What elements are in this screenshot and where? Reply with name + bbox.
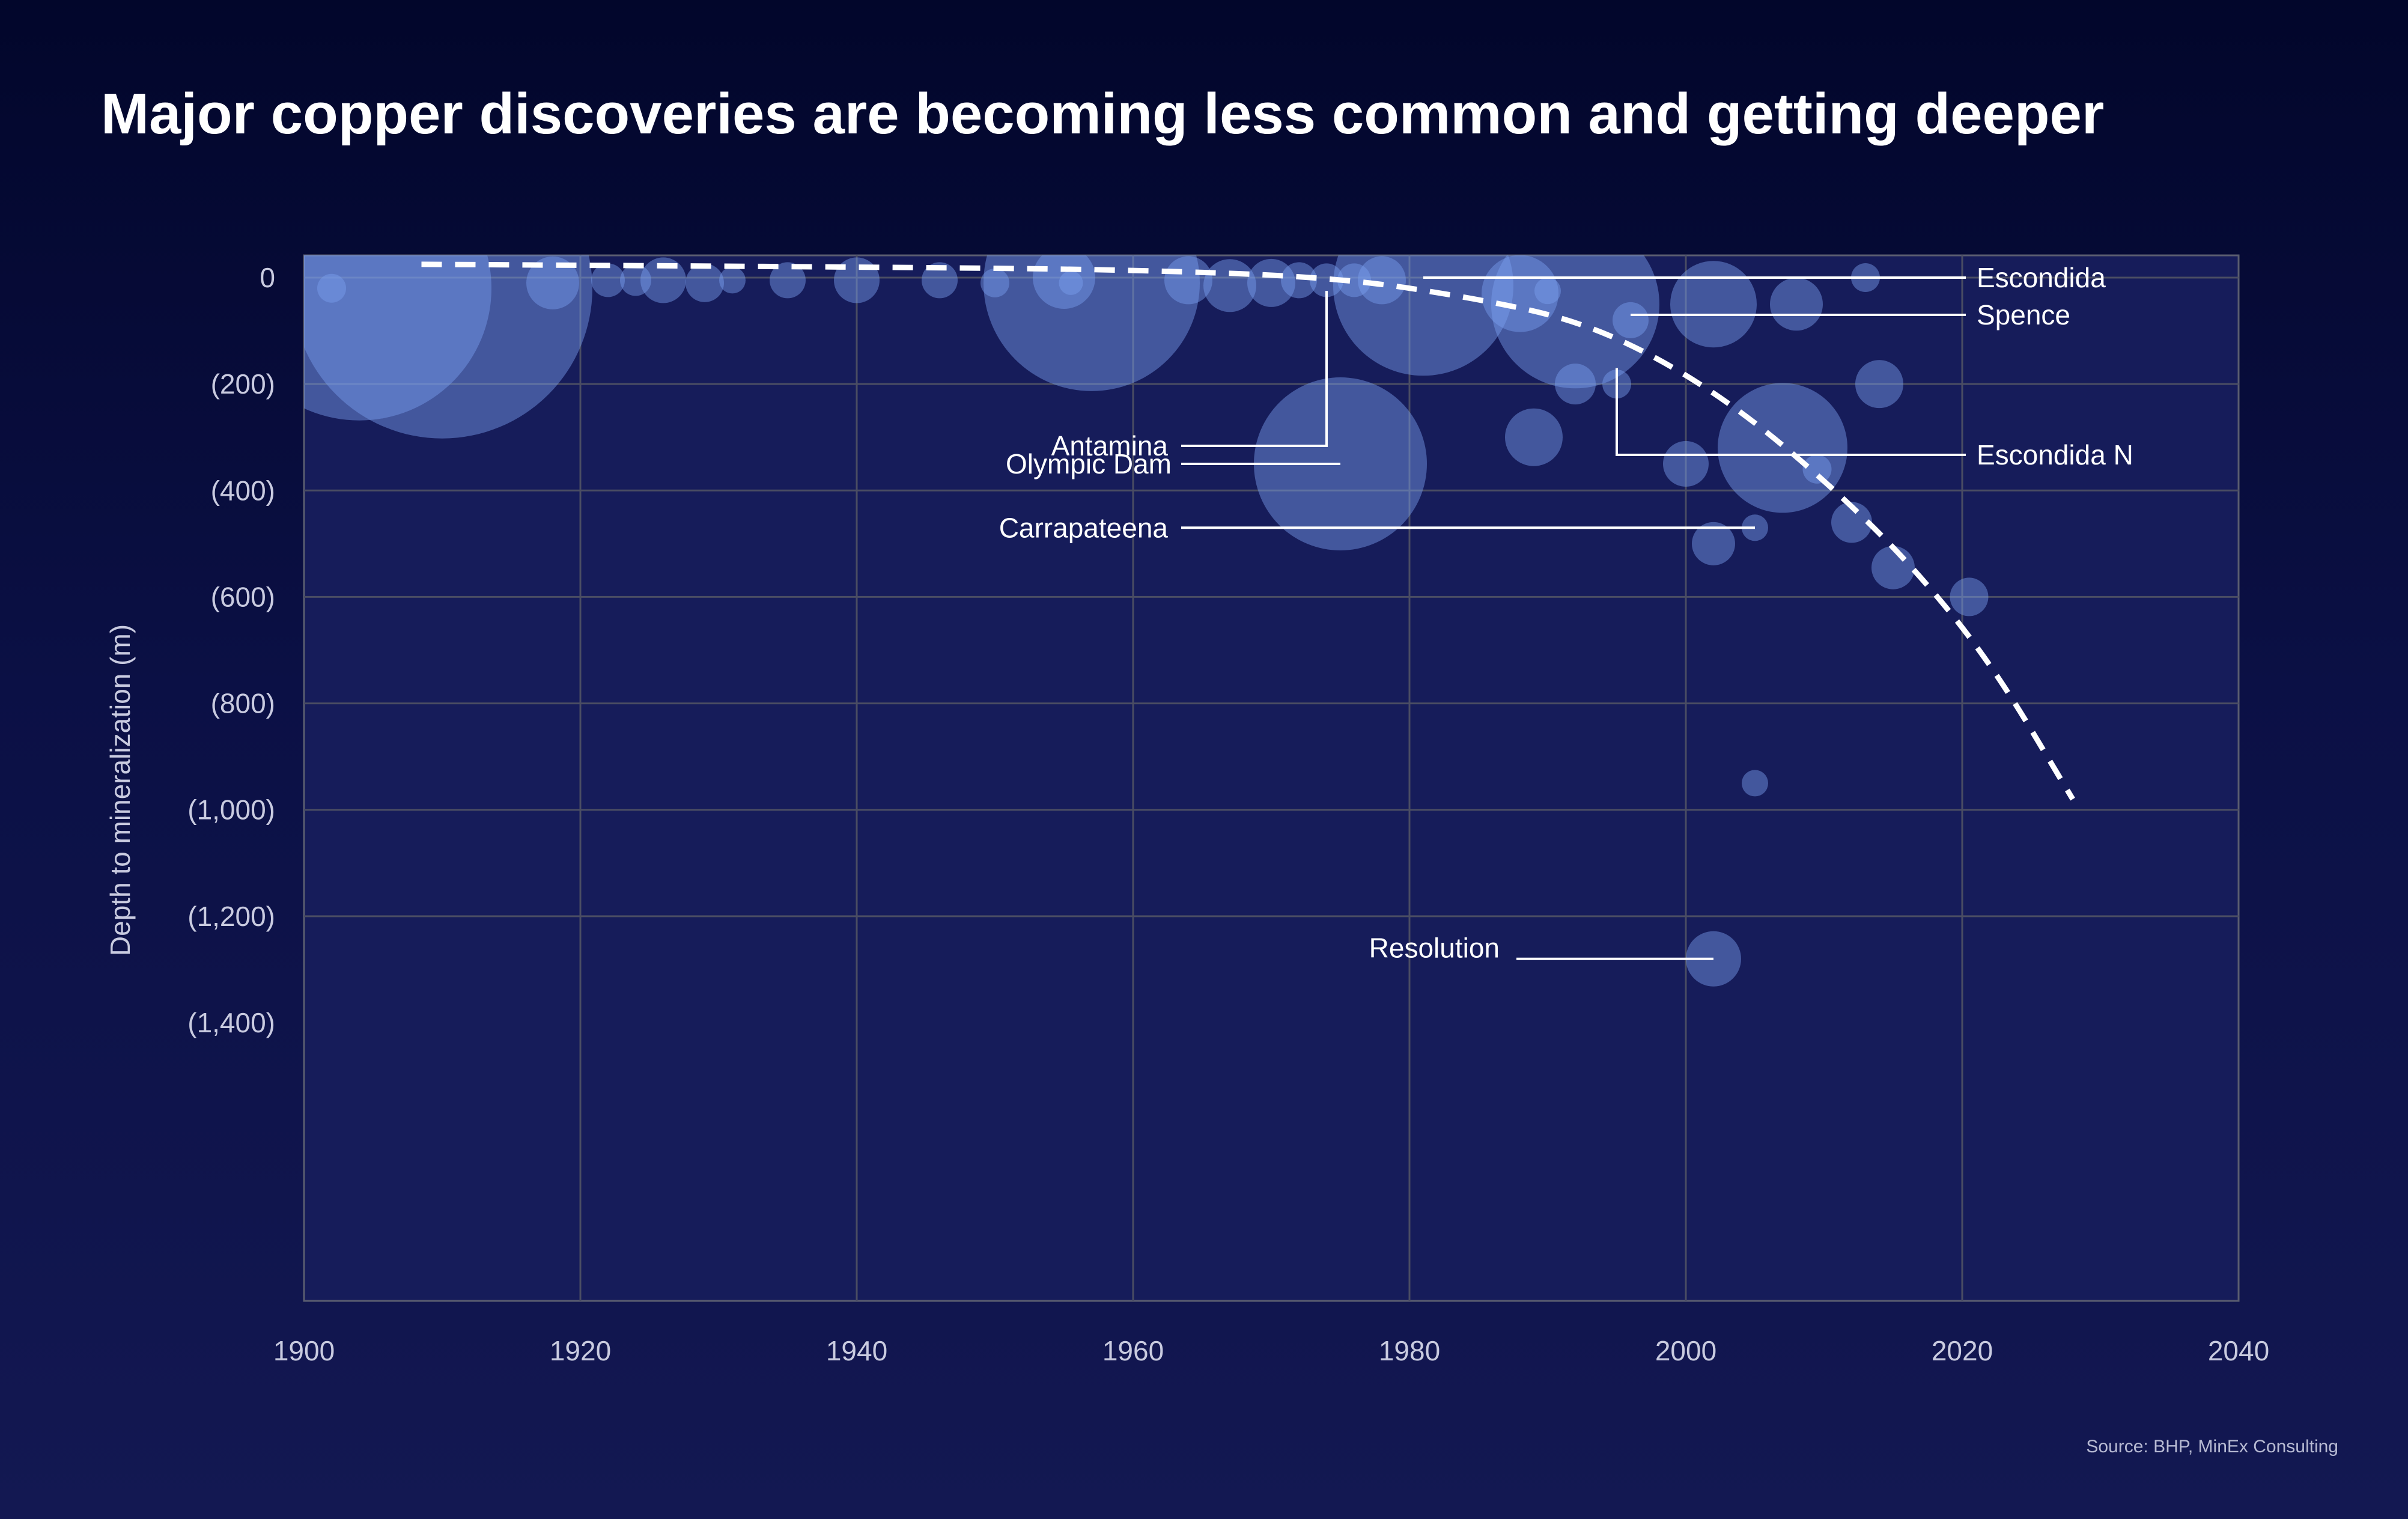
bubble-point <box>1670 261 1757 348</box>
x-tick-label: 2040 <box>2208 1335 2269 1366</box>
bubble-point <box>1718 383 1847 513</box>
x-tick-label: 1940 <box>826 1335 887 1366</box>
annotation-label: Escondida <box>1977 262 2106 293</box>
bubble-point <box>526 256 579 309</box>
bubble-point <box>1831 502 1872 543</box>
bubble-point <box>1059 270 1083 295</box>
y-tick-label: (400) <box>211 475 275 506</box>
bubble-point <box>1663 441 1709 487</box>
bubble-point <box>1855 360 1903 409</box>
y-axis-title: Depth to mineralization (m) <box>105 624 136 956</box>
x-tick-label: 2020 <box>1932 1335 1993 1366</box>
y-tick-label: (1,000) <box>187 794 275 826</box>
bubble-point <box>1505 408 1563 466</box>
annotation-label: Antamina <box>1051 430 1169 461</box>
x-tick-label: 1900 <box>273 1335 335 1366</box>
bubble-point <box>317 273 346 303</box>
bubble-point <box>304 255 592 439</box>
annotation-label: Olympic Dam <box>1006 448 1172 479</box>
bubble-point <box>1281 262 1317 299</box>
axis-ticks: 1900 1920 1940 1960 1980 2000 2020 2040 0 (200) (4… <box>187 262 2269 1366</box>
bubble-point <box>1164 256 1212 305</box>
bubble-point <box>686 263 724 302</box>
bubble-point <box>1247 258 1295 307</box>
bubble-point <box>1337 263 1371 297</box>
bubble-point <box>640 257 686 303</box>
bubble-point <box>834 257 880 303</box>
annotation-label: Escondida N <box>1977 439 2133 470</box>
bubble-point <box>1692 522 1735 565</box>
y-tick-label: (1,400) <box>187 1007 275 1038</box>
x-tick-label: 2000 <box>1655 1335 1716 1366</box>
x-tick-label: 1960 <box>1102 1335 1164 1366</box>
source-note: Source: BHP, MinEx Consulting <box>2086 1437 2338 1457</box>
y-tick-label: 0 <box>260 262 275 293</box>
bubble-point <box>1742 770 1768 797</box>
bubble-point <box>591 263 625 297</box>
bubble-point <box>1358 256 1406 305</box>
bubble-point <box>1310 263 1343 297</box>
chart-title: Major copper discoveries are becoming le… <box>101 82 2104 146</box>
bubble-point <box>922 262 958 299</box>
y-tick-label: (600) <box>211 581 275 612</box>
trend-line <box>421 261 2075 801</box>
y-tick-label: (800) <box>211 688 275 719</box>
bubble-point <box>1871 546 1915 589</box>
bubble-point <box>981 268 1009 297</box>
bubble-point <box>984 255 1200 391</box>
x-tick-label: 1980 <box>1379 1335 1440 1366</box>
annotation-label: Carrapateena <box>999 512 1169 543</box>
bubble-point <box>1770 278 1823 331</box>
bubble-point <box>1802 454 1832 484</box>
bubble-point <box>1534 278 1561 305</box>
bubble-point <box>719 267 746 294</box>
trendline-layer <box>421 261 2075 801</box>
bubble-point <box>770 262 806 299</box>
bubble-point <box>620 264 651 296</box>
annotations: Escondida Spence Escondida N AntaminaOlympi… <box>999 262 2133 964</box>
annotation-label: Spence <box>1977 299 2070 330</box>
x-tick-label: 1920 <box>550 1335 611 1366</box>
annotation-label: Resolution <box>1369 933 1500 964</box>
bubble-point <box>1950 577 1989 616</box>
annotation-leader <box>1616 368 1966 456</box>
plot-area <box>303 254 2240 1302</box>
bubble-point <box>1555 364 1596 405</box>
bubble-point <box>304 255 491 421</box>
y-tick-label: (200) <box>211 368 275 400</box>
y-tick-label: (1,200) <box>187 901 275 932</box>
bubble-point <box>1613 302 1649 338</box>
annotation-leader <box>1181 291 1328 447</box>
